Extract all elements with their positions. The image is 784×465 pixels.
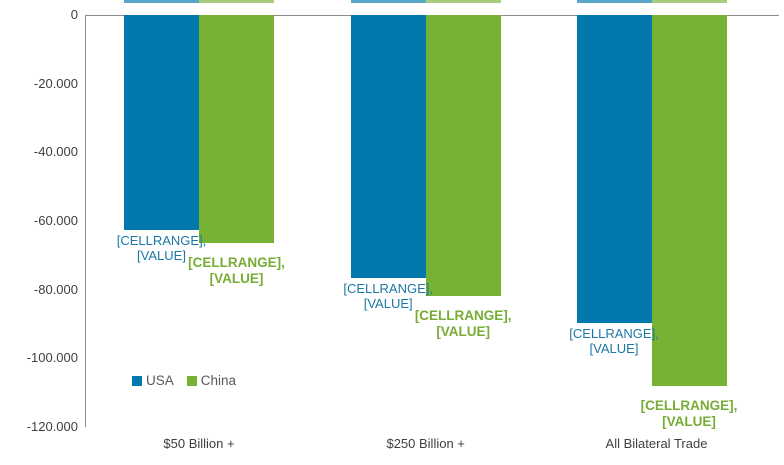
data-label-china-0-line-0: [CELLRANGE], [188, 254, 285, 270]
top-strip-usa-0 [124, 0, 199, 3]
data-label-usa-0: [CELLRANGE], [VALUE] [77, 233, 247, 263]
bar-china-2 [651, 15, 727, 386]
data-label-usa-1: [CELLRANGE], [VALUE] [303, 281, 473, 311]
x-axis-category-label-0: $50 Billion + [163, 436, 235, 451]
legend-label-china: China [200, 373, 237, 388]
top-strip-china-0 [199, 0, 274, 3]
legend-item-china: China [186, 373, 237, 388]
data-label-usa-1-line-0: [CELLRANGE], [343, 280, 433, 296]
legend: USA China [132, 373, 236, 388]
data-label-china-1: [CELLRANGE], [VALUE] [378, 308, 548, 340]
data-label-china-2-line-1: [VALUE] [662, 413, 716, 429]
data-label-china-2: [CELLRANGE], [VALUE] [604, 398, 774, 430]
legend-swatch-china [186, 375, 197, 386]
y-axis-tick-label-0: 0 [70, 7, 78, 22]
y-axis-tick-label-4: -80.000 [33, 281, 78, 297]
legend-swatch-usa [132, 375, 142, 386]
x-axis-category-label-2: All Bilateral Trade [605, 436, 708, 451]
y-axis-line [85, 15, 86, 427]
top-strip-usa-1 [350, 0, 426, 3]
data-label-china-0: [CELLRANGE], [VALUE] [152, 255, 322, 287]
bar-usa-0 [124, 15, 199, 230]
data-label-usa-0-line-0: [CELLRANGE], [116, 232, 207, 248]
y-axis-tick-label-3: -60.000 [33, 213, 78, 228]
data-label-china-1-line-0: [CELLRANGE], [414, 307, 512, 323]
y-axis-tick-label-6: -120.000 [26, 419, 78, 434]
x-axis-category-label-1: $250 Billion + [386, 436, 465, 451]
legend-label-usa: USA [146, 373, 174, 388]
bar-usa-2 [576, 15, 652, 323]
y-axis-tick-label-5: -100.000 [26, 350, 78, 366]
top-strip-china-1 [425, 0, 501, 3]
bar-usa-1 [350, 15, 426, 278]
data-label-china-2-line-0: [CELLRANGE], [640, 397, 738, 413]
y-axis-tick-label-2: -40.000 [33, 144, 78, 160]
data-label-usa-2: [CELLRANGE], [VALUE] [529, 326, 699, 356]
legend-item-usa: USA [132, 373, 174, 388]
data-label-usa-2-line-0: [CELLRANGE], [569, 325, 659, 341]
data-label-usa-2-line-1: [VALUE] [589, 340, 639, 356]
y-axis-tick-label-1: -20.000 [33, 75, 78, 91]
bar-china-0 [199, 15, 274, 243]
bar-china-1 [425, 15, 501, 296]
data-label-usa-1-line-1: [VALUE] [363, 295, 413, 311]
data-label-usa-0-line-1: [VALUE] [137, 247, 186, 263]
top-strip-china-2 [651, 0, 727, 3]
data-label-china-1-line-1: [VALUE] [436, 323, 491, 339]
data-label-china-0-line-1: [VALUE] [209, 270, 264, 286]
top-strip-usa-2 [576, 0, 652, 3]
